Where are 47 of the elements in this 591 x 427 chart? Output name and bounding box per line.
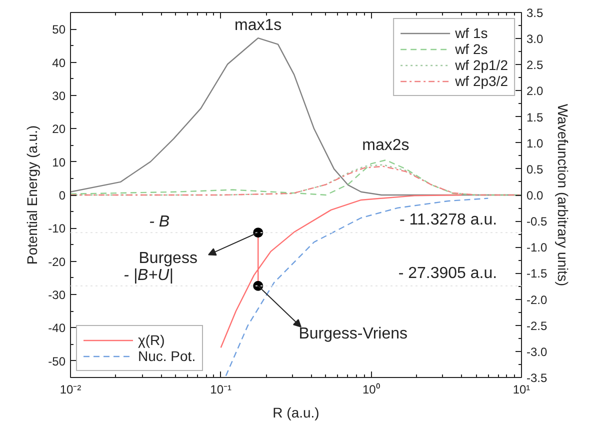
annotation: Burgess-Vriens — [298, 325, 408, 342]
ref-line-label: - 11.3278 a.u. — [400, 212, 498, 229]
legend-label: wf 2s — [455, 41, 488, 57]
y-tick-label: 30 — [52, 88, 66, 103]
y2-tick-label: 1.0 — [526, 136, 544, 150]
y-tick-label: -20 — [48, 254, 66, 269]
y2-axis-title: Wavefunction (arbitrary units) — [555, 104, 572, 286]
y2-tick-label: -3.0 — [526, 344, 548, 359]
y2-tick-label: 2.5 — [526, 58, 544, 72]
annotation: max2s — [362, 136, 410, 154]
ref-line-label: - 27.3905 a.u. — [398, 264, 498, 282]
x-axis-title: R (a.u.) — [272, 404, 320, 420]
annotation: Burgess — [138, 250, 198, 268]
y-axis-title: Potential Energy (a.u.) — [24, 125, 40, 265]
y-tick-label: 10 — [52, 155, 66, 170]
y2-tick-label: -1.5 — [526, 266, 548, 281]
y2-tick-label: 2.0 — [526, 84, 544, 98]
legend-label: wf 1s — [455, 25, 488, 41]
legend-label: Nuc. Pot. — [138, 348, 196, 364]
y-tick-label: 50 — [52, 22, 66, 37]
legend-label: χ(R) — [138, 332, 165, 348]
y-tick-label: 20 — [52, 122, 66, 136]
y-tick-label: -10 — [48, 222, 66, 236]
y2-tick-label: 1.5 — [526, 110, 544, 124]
annotation: max1s — [234, 17, 282, 34]
x-tick-label: 10⁻¹ — [210, 382, 232, 396]
y-tick-label: 40 — [52, 56, 66, 70]
y2-tick-label: -2.5 — [526, 318, 548, 333]
legend-label: wf 2p1/2 — [455, 57, 508, 73]
y2-tick-label: -1.0 — [526, 240, 548, 255]
y2-tick-label: -0.5 — [526, 214, 548, 229]
x-tick-label: 10⁰ — [362, 382, 380, 396]
y-tick-label: 0 — [58, 188, 66, 202]
x-tick-label: 10⁻² — [60, 382, 82, 396]
y2-tick-label: 0.5 — [526, 162, 544, 176]
annotation: - B — [149, 214, 170, 231]
y2-tick-label: 3.5 — [526, 6, 544, 20]
y2-tick-label: 3.0 — [526, 32, 544, 46]
y2-tick-label: -3.5 — [526, 371, 548, 385]
legend-label: wf 2p3/2 — [455, 73, 508, 89]
y2-tick-label: 0.0 — [526, 188, 544, 202]
y-tick-label: -50 — [48, 354, 66, 368]
annotation: - |B+U| — [124, 266, 174, 284]
y-tick-label: -40 — [48, 321, 66, 336]
y-tick-label: -30 — [48, 288, 66, 302]
x-tick-label: 10¹ — [512, 382, 530, 396]
y2-tick-label: -2.0 — [526, 292, 548, 307]
